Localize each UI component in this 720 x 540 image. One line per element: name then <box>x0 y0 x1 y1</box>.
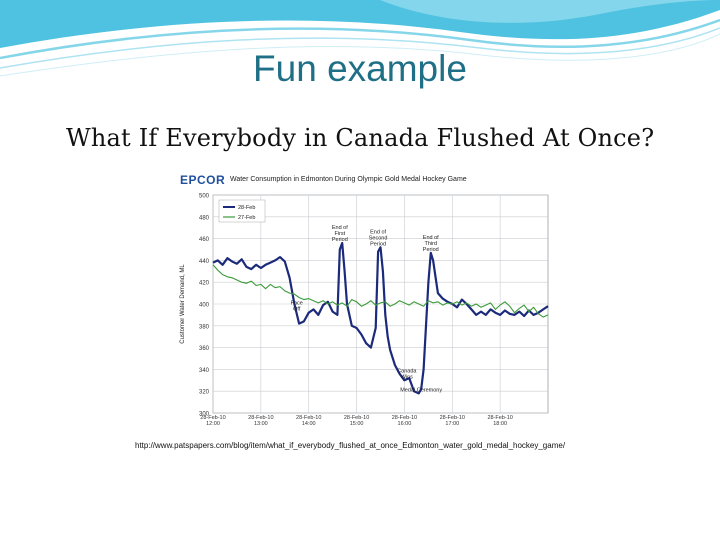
x-tick-label: 28-Feb-10 14:00 <box>296 415 321 427</box>
y-tick-label: 340 <box>199 368 210 374</box>
y-tick-label: 480 <box>199 215 210 221</box>
y-tick-label: 440 <box>199 259 210 265</box>
source-url: http://www.patspapers.com/blog/item/what… <box>135 441 566 450</box>
legend-label: 27-Feb <box>238 215 255 221</box>
y-tick-label: 400 <box>199 303 210 309</box>
y-tick-label: 380 <box>199 324 210 330</box>
y-tick-label: 360 <box>199 346 210 352</box>
y-tick-label: 420 <box>199 281 210 287</box>
y-tick-label: 460 <box>199 237 210 243</box>
series-line-28-feb <box>212 241 549 395</box>
annotation-label: End of Second Period <box>369 229 388 247</box>
y-tick-label: 300 <box>199 412 210 418</box>
annotation-label: Canada Wins <box>397 368 417 380</box>
header-swoosh-decoration <box>0 0 720 77</box>
legend-label: 28-Feb <box>238 205 255 211</box>
x-tick-label: 28-Feb-10 16:00 <box>392 415 417 427</box>
slide-subtitle: What If Everybody in Canada Flushed At O… <box>66 124 655 152</box>
chart-title: Water Consumption in Edmonton During Oly… <box>230 176 467 183</box>
y-axis-label: Customer Water Demand, ML <box>180 264 186 344</box>
annotation-label: Face Off <box>291 301 303 313</box>
x-tick-label: 28-Feb-10 18:00 <box>487 415 512 427</box>
x-tick-label: 28-Feb-10 12:00 <box>200 415 225 427</box>
series-line-27-feb <box>212 264 549 318</box>
y-tick-label: 500 <box>199 194 210 200</box>
annotation-label: End of First Period <box>332 225 348 243</box>
epcor-logo: EPCOR <box>180 173 226 187</box>
x-tick-label: 28-Feb-10 13:00 <box>248 415 273 427</box>
slide-title: Fun example <box>253 48 467 89</box>
x-tick-label: 28-Feb-10 15:00 <box>344 415 369 427</box>
annotation-label: Medal Ceremony <box>400 387 442 393</box>
chart-figure: 300 320 340 360 380 400 420 440 460 480 500 28-Feb-… <box>108 170 630 458</box>
x-tick-label: 28-Feb-10 17:00 <box>440 415 465 427</box>
line-chart: 300 320 340 360 380 400 420 440 460 480 500 28-Feb-… <box>180 194 549 427</box>
y-tick-label: 320 <box>199 390 210 396</box>
annotation-label: End of Third Period <box>423 235 439 253</box>
